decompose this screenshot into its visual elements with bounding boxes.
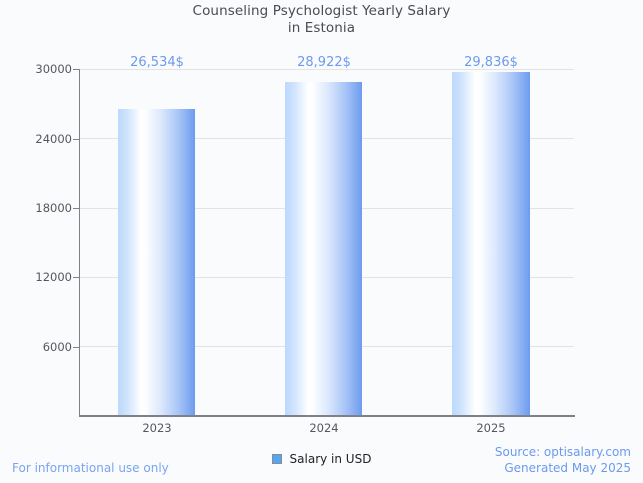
disclaimer-text: For informational use only (12, 461, 169, 475)
y-axis-line (79, 69, 80, 416)
gridline-30000 (80, 69, 574, 70)
x-tick-label-2024: 2024 (309, 421, 339, 435)
chart-title-line-1: Counseling Psychologist Yearly Salary (192, 3, 451, 19)
legend-label: Salary in USD (289, 452, 372, 466)
y-tick-label-6000: 6000 (42, 340, 72, 354)
y-tick-mark-18000 (73, 208, 79, 209)
value-label-2023: 26,534$ (130, 55, 184, 70)
y-tick-mark-30000 (73, 69, 79, 70)
source-block: Source: optisalary.com Generated May 202… (495, 445, 631, 476)
plot-area (80, 69, 574, 415)
generated-text: Generated May 2025 (504, 460, 631, 475)
y-tick-label-18000: 18000 (35, 201, 72, 215)
bar-2025[interactable] (452, 72, 530, 415)
y-tick-label-30000: 30000 (35, 62, 72, 76)
y-tick-label-24000: 24000 (35, 132, 72, 146)
y-axis-labels: 30000 24000 18000 12000 6000 (0, 0, 72, 483)
chart-legend: Salary in USD (0, 452, 643, 466)
chart-title: Counseling Psychologist Yearly Salary in… (0, 3, 643, 37)
chart-title-line-2: in Estonia (287, 20, 356, 36)
x-tick-label-2023: 2023 (142, 421, 172, 435)
source-text: Source: optisalary.com (494, 445, 631, 459)
y-tick-mark-6000 (73, 347, 79, 348)
bar-2024[interactable] (285, 82, 362, 415)
y-tick-mark-24000 (73, 139, 79, 140)
value-label-2025: 29,836$ (464, 55, 518, 70)
value-label-2024: 28,922$ (297, 55, 351, 70)
y-tick-mark-12000 (73, 277, 79, 278)
bar-2023[interactable] (118, 109, 195, 415)
x-tick-label-2025: 2025 (476, 421, 506, 435)
legend-item-salary[interactable]: Salary in USD (271, 452, 372, 466)
y-tick-label-12000: 12000 (35, 270, 72, 284)
x-axis-line (79, 415, 575, 417)
legend-swatch-icon (271, 454, 282, 464)
